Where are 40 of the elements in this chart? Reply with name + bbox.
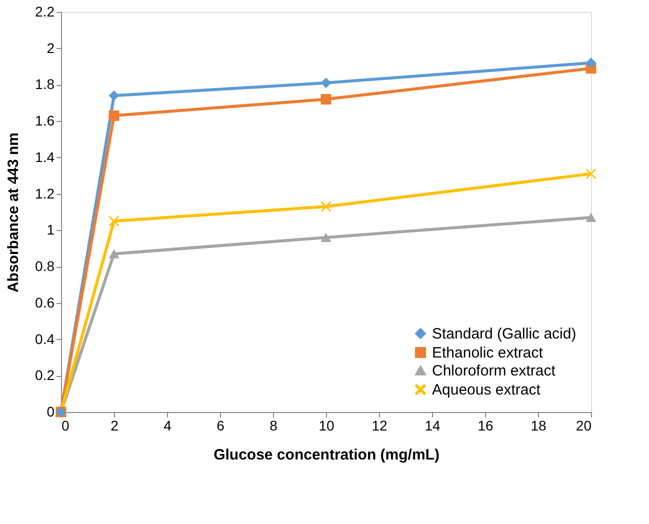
x-axis-title: Glucose concentration (mg/mL) — [214, 446, 440, 464]
x-tick-label: 18 — [530, 418, 546, 434]
point — [320, 232, 332, 242]
point — [320, 94, 332, 105]
legend-label: Aqueous extract — [432, 382, 542, 398]
x-tick-label: 0 — [62, 418, 70, 434]
x-tick-label: 4 — [164, 418, 172, 434]
point — [108, 216, 120, 226]
point — [320, 201, 332, 212]
y-tick-label: 1.2 — [35, 185, 55, 202]
y-tick-label: 0.6 — [35, 294, 55, 310]
x-tick-label: 2 — [110, 418, 119, 434]
y-tick-label: 1 — [46, 222, 55, 238]
legend-label: Ethanolic extract — [432, 344, 544, 362]
y-tick-label: 2 — [46, 40, 55, 56]
y-tick-label: 1.8 — [35, 76, 55, 92]
point — [108, 90, 120, 101]
y-axis-title: Absorbance at 443 nm — [5, 132, 22, 293]
y-tick-label: 0.8 — [35, 258, 55, 274]
point — [320, 78, 332, 88]
point — [586, 58, 596, 68]
x-tick-label: 14 — [424, 418, 440, 434]
x-tick-label: 16 — [478, 418, 494, 434]
y-tick-label: 0.2 — [35, 367, 55, 384]
x-tick-label: 20 — [576, 418, 592, 434]
x-tick-label: 8 — [270, 418, 278, 434]
y-tick-label: 1.6 — [35, 112, 55, 129]
point — [108, 249, 120, 258]
legend-label: Chloroform extract — [432, 362, 556, 380]
x-tick-label: 10 — [318, 418, 334, 434]
point — [586, 168, 596, 180]
y-tick-label: 1.4 — [35, 148, 55, 165]
y-tick-label: 0.4 — [35, 330, 55, 347]
legend-label: Standard (Gallic acid) — [432, 326, 576, 342]
point — [108, 110, 120, 121]
point — [586, 212, 596, 222]
y-tick-label: 0 — [46, 404, 55, 420]
x-tick-label: 6 — [216, 418, 225, 434]
x-tick-label: 12 — [372, 418, 388, 434]
y-tick-label: 2.2 — [35, 4, 55, 20]
